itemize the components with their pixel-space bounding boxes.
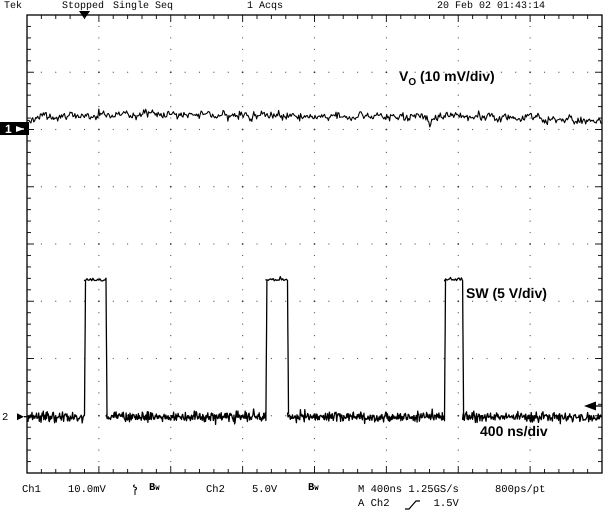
svg-text:2: 2 [2,412,8,424]
